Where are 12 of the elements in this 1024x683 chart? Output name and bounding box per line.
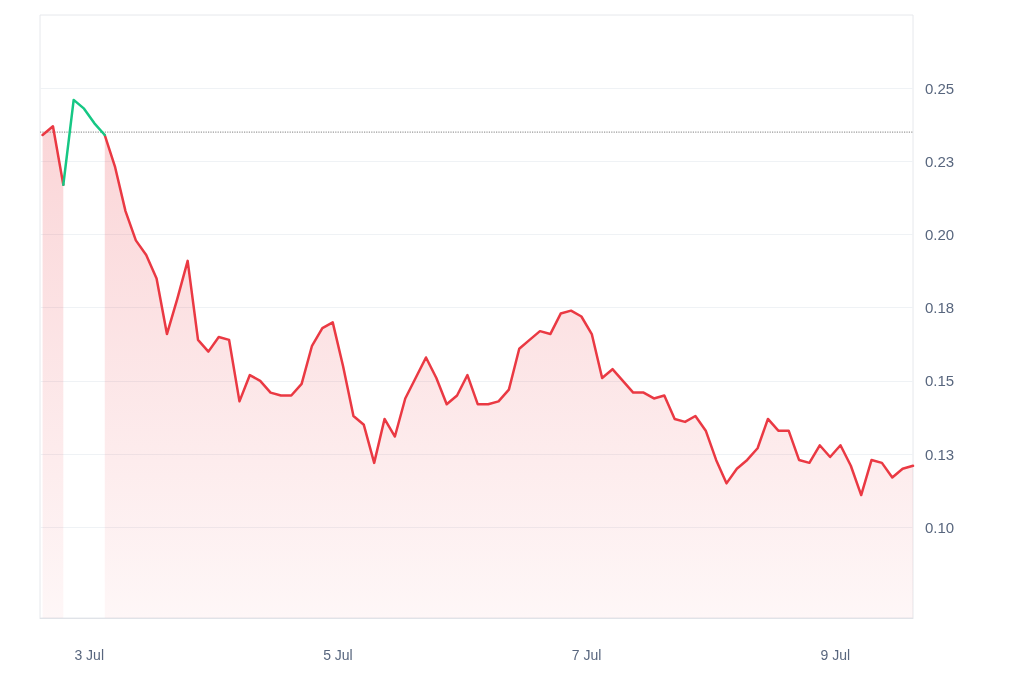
y-tick-label: 0.10 bbox=[925, 518, 955, 536]
x-tick-label: 3 Jul bbox=[74, 647, 105, 663]
y-tick-label: 0.20 bbox=[925, 226, 955, 244]
x-tick-label: 5 Jul bbox=[323, 647, 353, 663]
y-tick-label: 0.25 bbox=[925, 79, 955, 97]
line-series bbox=[62, 98, 107, 187]
x-tick-label: 7 Jul bbox=[571, 647, 602, 663]
y-tick-label: 0.18 bbox=[925, 299, 955, 317]
y-tick-label: 0.23 bbox=[925, 152, 955, 170]
y-tick-label: 0.13 bbox=[925, 445, 955, 463]
y-tick-label: 0.15 bbox=[925, 372, 955, 390]
x-tick-label: 9 Jul bbox=[820, 647, 851, 663]
